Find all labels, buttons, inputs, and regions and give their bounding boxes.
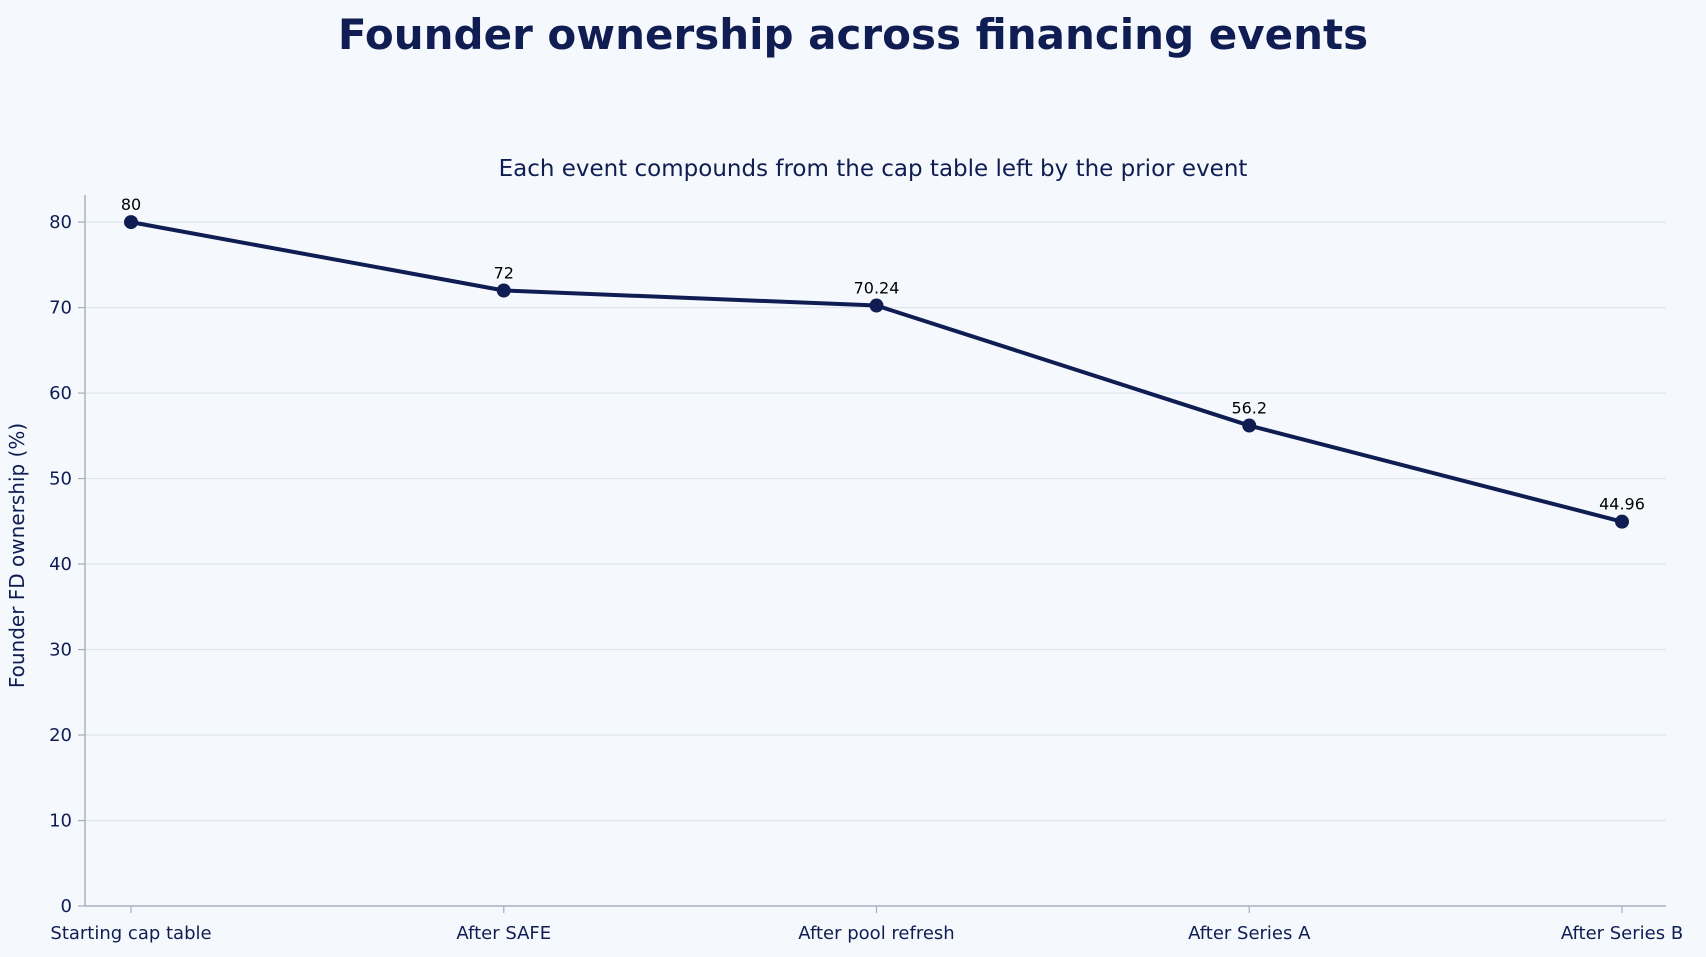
- y-tick-label: 50: [49, 469, 72, 490]
- axes-layer: [84, 195, 1666, 907]
- y-tick-label: 30: [49, 640, 72, 661]
- x-tick-label: After Series A: [1188, 923, 1311, 944]
- data-label: 72: [494, 263, 514, 282]
- y-tick-label: 40: [49, 554, 72, 575]
- data-point: [124, 215, 138, 230]
- y-tick-label: 10: [49, 811, 72, 832]
- x-tick-label: After Series B: [1561, 923, 1683, 944]
- data-label: 70.24: [854, 279, 900, 298]
- ticks-layer: 0 10 20 30 40 50 60 70 80 Starting cap table After…: [49, 212, 1683, 944]
- x-tick-label: After SAFE: [456, 923, 551, 944]
- data-point: [869, 298, 884, 313]
- y-tick-label: 20: [49, 725, 72, 746]
- data-point: [1242, 418, 1257, 433]
- data-label: 44.96: [1599, 495, 1645, 514]
- y-tick-label: 60: [49, 383, 72, 404]
- grid-layer: [85, 221, 1666, 822]
- data-label: 80: [121, 195, 141, 214]
- chart-subtitle: Each event compounds from the cap table …: [499, 156, 1248, 182]
- chart-title: Founder ownership across financing event…: [338, 10, 1368, 59]
- x-tick-label: Starting cap table: [50, 923, 211, 944]
- y-axis-label: Founder FD ownership (%): [5, 423, 29, 688]
- data-point: [1615, 514, 1629, 529]
- data-point: [496, 283, 511, 298]
- y-tick-label: 70: [49, 298, 72, 319]
- series-layer: [124, 215, 1629, 529]
- data-label: 56.2: [1231, 399, 1267, 418]
- y-tick-label: 0: [61, 896, 72, 917]
- labels-layer: 80 72 70.24 56.2 44.96: [121, 195, 1645, 514]
- series-line: [129, 220, 1624, 524]
- y-tick-label: 80: [49, 212, 72, 233]
- x-tick-label: After pool refresh: [798, 923, 954, 944]
